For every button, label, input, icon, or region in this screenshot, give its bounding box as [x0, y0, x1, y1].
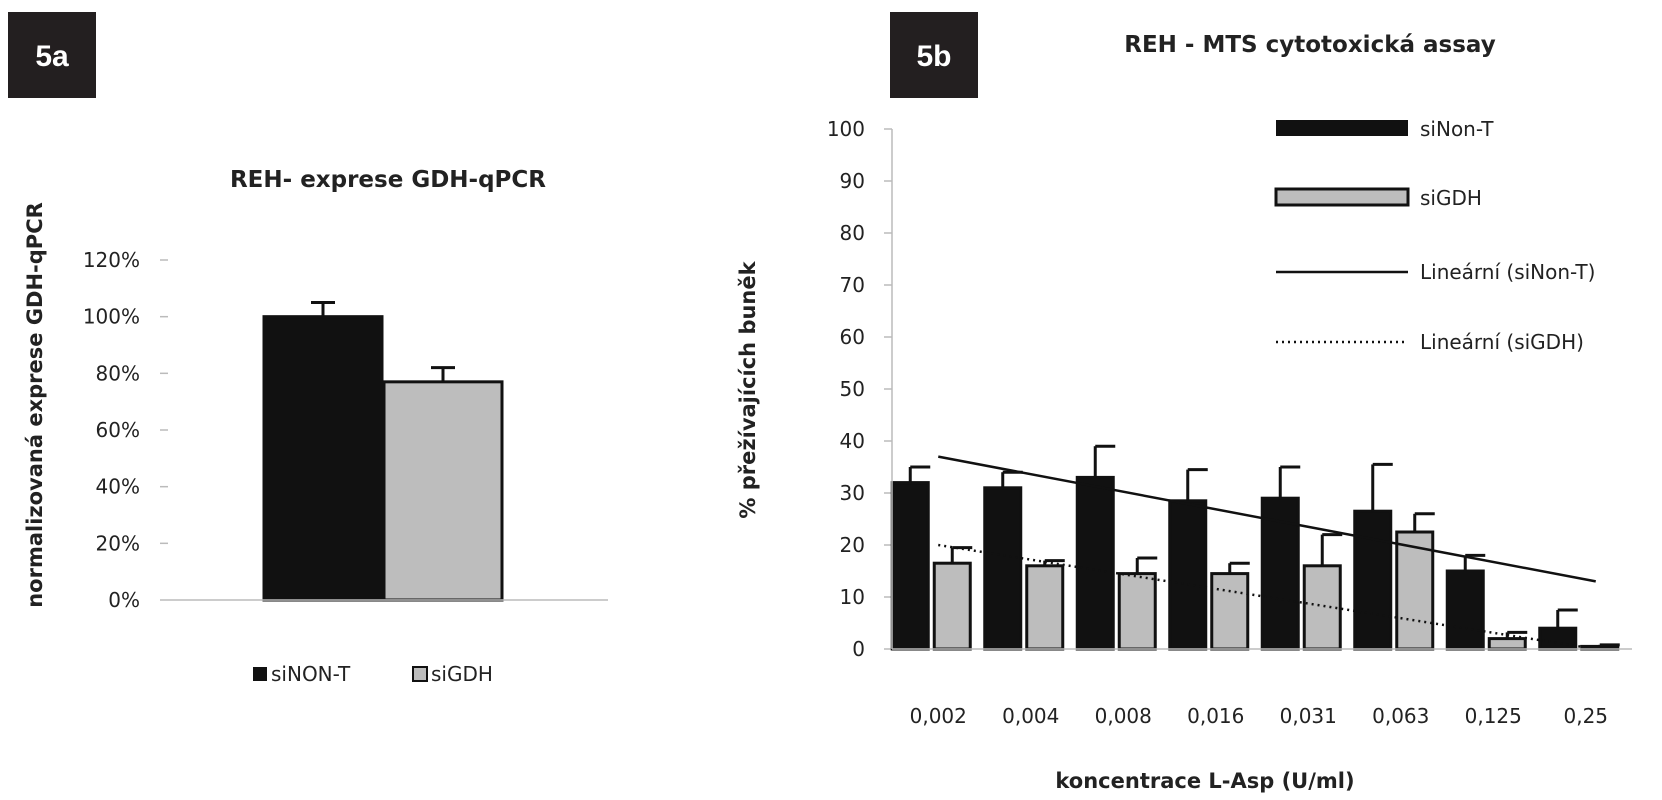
chart-5b-legend-label-sinon-t: siNon-T: [1420, 117, 1494, 141]
chart-5a-ytick-label: 80%: [96, 361, 140, 385]
chart-5b-ytick-label: 0: [852, 637, 865, 661]
chart-5b-trendline-line-rn-sinon-t: [938, 455, 1596, 583]
chart-5b-ytick-label: 40: [840, 429, 865, 453]
chart-5b-ytick-label: 20: [840, 533, 865, 557]
chart-5a-legend: siNON-T siGDH: [253, 662, 493, 686]
chart-5b-bar-sigdh: [1117, 572, 1157, 651]
chart-5a: REH- exprese GDH-qPCR normalizovaná expr…: [23, 167, 608, 686]
chart-5b-xtick-label: 0,063: [1372, 704, 1429, 728]
chart-5b-xlabel: koncentrace L-Asp (U/ml): [1055, 769, 1354, 793]
chart-5a-ytick-label: 20%: [96, 531, 140, 555]
chart-5b-bar-sigdh: [1487, 637, 1527, 651]
chart-5b-legend: siNon-T siGDH Lineární (siNon-T) Lineárn…: [1274, 117, 1595, 354]
chart-5b-bar-sinon-t: [1075, 475, 1115, 651]
chart-5a-ytick-label: 0%: [108, 588, 140, 612]
chart-5b-ylabel: % přežívajících buněk: [736, 260, 760, 518]
chart-5b-bar-sigdh: [932, 561, 972, 651]
chart-5b-xtick-label: 0,031: [1280, 704, 1337, 728]
chart-5a-ytick-label: 60%: [96, 418, 140, 442]
chart-5b-xtick-label: 0,004: [1002, 704, 1059, 728]
chart-5b-bar-sigdh: [1302, 564, 1342, 651]
chart-5b-bar-sinon-t: [1445, 569, 1485, 651]
chart-5b-legend-swatch-sinon-t: [1276, 120, 1408, 136]
chart-5a-legend-swatch-sigdh: [412, 666, 428, 682]
chart-5b-bar-sinon-t: [890, 481, 930, 651]
chart-5b-trendlines: [938, 455, 1596, 651]
chart-5b-bar-sinon-t: [1538, 626, 1578, 651]
chart-5b-bar-sinon-t: [1168, 499, 1208, 651]
chart-5a-bar-sigdh: [382, 380, 504, 602]
chart-5a-bar-sinon-t: [262, 315, 384, 602]
chart-5b-xtick-label: 0,016: [1187, 704, 1244, 728]
chart-5b-ytick-label: 70: [840, 273, 865, 297]
chart-5b-bar-sigdh: [1210, 572, 1250, 651]
chart-5b-ytick-label: 30: [840, 481, 865, 505]
chart-5a-ytick-label: 40%: [96, 475, 140, 499]
panel-label-5b-text: 5b: [916, 40, 951, 73]
chart-5b-ytick-label: 60: [840, 325, 865, 349]
chart-5b-legend-label-trend-sinon-t: Lineární (siNon-T): [1420, 260, 1595, 284]
chart-5b-legend-label-sigdh: siGDH: [1420, 186, 1482, 210]
chart-5b-ytick-label: 100: [827, 117, 865, 141]
chart-5b-bar-sigdh: [1025, 564, 1065, 651]
panel-label-5a: 5a: [8, 12, 96, 98]
chart-5a-legend-label-sigdh: siGDH: [431, 662, 493, 686]
chart-5a-y-ticks: 0% 20% 40% 60% 80% 100% 120%: [83, 248, 168, 612]
chart-5a-title: REH- exprese GDH-qPCR: [230, 167, 546, 193]
chart-5b-bar-sinon-t: [983, 486, 1023, 651]
chart-5b-ytick-label: 80: [840, 221, 865, 245]
chart-5a-ylabel: normalizovaná exprese GDH-qPCR: [23, 202, 47, 608]
chart-5b-title: REH - MTS cytotoxická assay: [1124, 32, 1495, 58]
chart-5b-legend-label-trend-sigdh: Lineární (siGDH): [1420, 330, 1584, 354]
chart-5a-legend-label-sinon-t: siNON-T: [271, 662, 351, 686]
chart-5b: REH - MTS cytotoxická assay % přežívajíc…: [736, 32, 1632, 793]
chart-5b-x-ticks: 0,002 0,004 0,008 0,016 0,031 0,063 0,125 0,25: [910, 704, 1608, 728]
chart-5b-ytick-label: 50: [840, 377, 865, 401]
panel-label-5b: 5b: [890, 12, 978, 98]
chart-5b-xtick-label: 0,125: [1465, 704, 1522, 728]
chart-5b-xtick-label: 0,002: [910, 704, 967, 728]
chart-5b-bar-sinon-t: [1353, 509, 1393, 651]
chart-5b-bars: [890, 444, 1620, 651]
chart-5a-ytick-label: 100%: [83, 305, 140, 329]
chart-5a-ytick-label: 120%: [83, 248, 140, 272]
chart-5b-xtick-label: 0,008: [1095, 704, 1152, 728]
panel-label-5a-text: 5a: [35, 40, 69, 73]
chart-5b-ytick-label: 90: [840, 169, 865, 193]
chart-5b-legend-swatch-sigdh: [1274, 187, 1410, 207]
chart-5a-bars: [262, 301, 504, 602]
chart-5b-y-ticks: 0 10 20 30 40 50 60 70 80 90 100: [827, 117, 892, 661]
chart-5b-xtick-label: 0,25: [1563, 704, 1608, 728]
chart-5b-ytick-label: 10: [840, 585, 865, 609]
chart-5a-legend-swatch-sinon-t: [253, 667, 267, 681]
